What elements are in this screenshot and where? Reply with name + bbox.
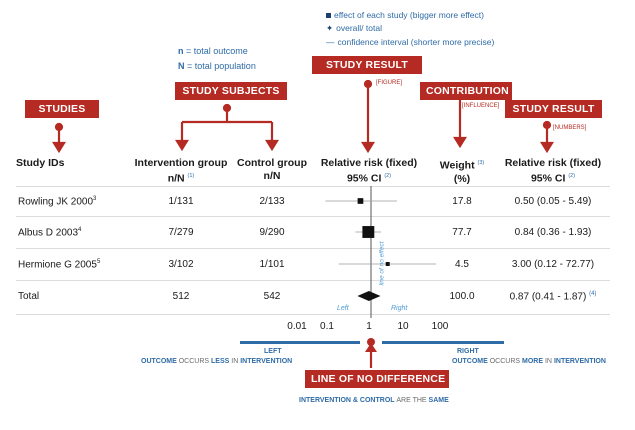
table-row-weight: 4.5 (455, 259, 469, 270)
table-row-rr-ci: 0.50 (0.05 - 5.49) (514, 196, 592, 207)
legend-overall: ✦ overall/ total (326, 23, 382, 33)
table-row-study: Hermione G 20055 (18, 259, 101, 271)
label-line-of-no-difference: LINE OF NO DIFFERENCE (305, 370, 449, 388)
right-heading: RIGHT (457, 348, 479, 355)
arrow-down-icon (453, 136, 467, 149)
label-study-result-numbers: STUDY RESULT (505, 100, 602, 118)
row-divider (16, 186, 610, 187)
table-row-intervention: 3/102 (168, 259, 194, 270)
label-studies: STUDIES (25, 100, 99, 118)
legend-ci: — confidence interval (shorter more preci… (326, 37, 495, 47)
left-explanation: OUTCOME OCCURS LESS IN INTERVENTION (141, 358, 293, 365)
row-divider (16, 314, 610, 315)
total-label: Total (18, 291, 40, 302)
row-divider (16, 248, 610, 249)
table-row-study: Albus D 20034 (18, 227, 82, 239)
left-heading: LEFT (264, 348, 282, 355)
forest-left-label: Left (337, 305, 349, 312)
definition-N: N = total population (178, 61, 256, 71)
study-effect-square (362, 226, 375, 238)
table-row-weight: 17.8 (452, 196, 472, 207)
table-row-control: 2/133 (259, 196, 285, 207)
header-intervention: Intervention group n/N (1) (134, 157, 228, 185)
left-bar (240, 341, 360, 344)
total-rr-ci: 0.87 (0.41 - 1.87) (4) (509, 291, 597, 303)
table-row-control: 1/101 (259, 259, 285, 270)
square-icon (326, 13, 331, 18)
right-explanation: OUTCOME OCCURS MORE IN INTERVENTION (452, 358, 606, 365)
axis-tick-label: 1 (366, 321, 372, 332)
study-effect-square (357, 198, 364, 204)
arrow-down-icon (540, 141, 554, 154)
table-row-intervention: 7/279 (168, 227, 194, 238)
table-row-weight: 77.7 (452, 227, 472, 238)
right-bar (382, 341, 504, 344)
header-study-ids: Study IDs (16, 157, 65, 169)
header-control: Control group n/N (237, 157, 307, 182)
total-control: 542 (263, 291, 281, 302)
total-intervention: 512 (172, 291, 190, 302)
arrow-down-icon (361, 141, 375, 154)
label-study-subjects: STUDY SUBJECTS (175, 82, 287, 100)
forest-right-label: Right (391, 305, 408, 312)
table-row-intervention: 1/131 (168, 196, 194, 207)
same-explanation: INTERVENTION & CONTROL ARE THE SAME (299, 397, 449, 404)
axis-tick-label: 0.1 (320, 321, 334, 332)
row-divider (16, 280, 610, 281)
label-study-result-figure: STUDY RESULT (312, 56, 422, 74)
connector-dot (367, 338, 375, 346)
header-weight: Weight (3) (%) (439, 159, 485, 185)
tag-numbers: [NUMBERS] (553, 125, 587, 131)
row-divider (16, 216, 610, 217)
total-weight: 100.0 (449, 291, 475, 302)
tag-influence: [INFLUENCE] (462, 103, 500, 109)
table-row-rr-ci: 0.84 (0.36 - 1.93) (514, 227, 592, 238)
diamond-icon: ✦ (326, 23, 334, 33)
arrow-down-icon (265, 139, 279, 152)
study-effect-square (385, 262, 390, 266)
definition-n: n = total outcome (178, 46, 248, 56)
arrow-up-icon (365, 343, 377, 352)
legend-effect: effect of each study (bigger more effect… (326, 10, 484, 20)
axis-tick-label: 0.01 (287, 321, 307, 332)
dash-icon: — (326, 37, 335, 47)
overall-diamond (357, 291, 381, 301)
axis-tick-label: 10 (397, 321, 409, 332)
label-contribution: CONTRIBUTION (420, 82, 512, 100)
table-row-study: Rowling JK 20003 (18, 196, 97, 208)
tag-figure: [FIGURE] (376, 80, 403, 86)
header-rr-fixed-figure: Relative risk (fixed) 95% CI (2) (320, 157, 418, 185)
arrow-down-icon (52, 141, 66, 154)
axis-tick-label: 100 (431, 321, 449, 332)
arrow-down-icon (175, 139, 189, 152)
table-row-rr-ci: 3.00 (0.12 - 72.77) (511, 259, 595, 270)
table-row-control: 9/290 (259, 227, 285, 238)
header-rr-fixed-numbers: Relative risk (fixed) 95% CI (2) (504, 157, 602, 185)
